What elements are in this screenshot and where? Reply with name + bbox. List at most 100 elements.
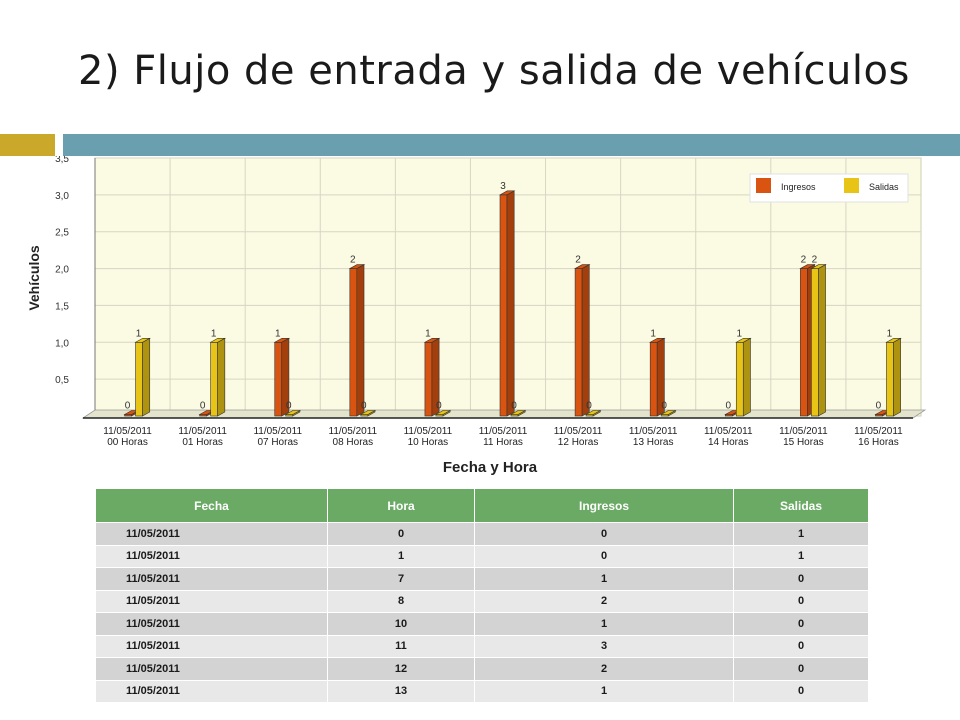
table-cell-fecha: 11/05/2011 [96, 657, 328, 680]
x-tick-hour: 12 Horas [558, 437, 599, 448]
bar-top [660, 410, 677, 415]
table-cell-fecha: 11/05/2011 [96, 544, 328, 568]
x-tick-date: 11/05/2011 [404, 426, 453, 437]
data-label: 1 [650, 328, 656, 339]
bar-front [886, 341, 894, 417]
data-label: 1 [425, 328, 431, 339]
bar-top [284, 410, 302, 415]
gold-accent-bar [0, 134, 55, 156]
x-tick-date: 11/05/2011 [103, 426, 152, 437]
bar-front [574, 268, 583, 417]
table-body: 11/05/2011 0 0 1 11/05/2011 1 0 1 11/05/2011 7 1 0 1… [96, 522, 869, 702]
bar-salidas: 0 [584, 401, 602, 417]
bar-top [799, 264, 816, 269]
legend-swatch-ingresos [756, 178, 771, 193]
table-cell-sal: 0 [733, 657, 869, 680]
table-cell-sal: 1 [733, 544, 869, 568]
legend-box [749, 173, 909, 203]
table-cell-ing: 1 [474, 567, 734, 590]
table-cell-fecha: 11/05/2011 [96, 679, 328, 702]
data-label: 0 [876, 401, 882, 412]
table-row: 11/05/2011 0 0 1 [96, 522, 869, 545]
bar-front [210, 341, 218, 417]
table-cell-fecha: 11/05/2011 [96, 634, 328, 658]
bar-salidas: 1 [735, 328, 752, 417]
data-label: 1 [736, 328, 742, 339]
y-tick-labels: 0,5 1,0 1,5 2,0 2,5 3,0 3,5 [55, 156, 69, 386]
table-cell-sal: 0 [733, 589, 869, 613]
col-header-fecha: Fecha [96, 489, 328, 523]
bar-salidas: 0 [509, 401, 527, 417]
bar-salidas: 1 [209, 328, 226, 417]
data-label: 2 [812, 255, 818, 266]
data-label: 2 [801, 255, 807, 266]
table-cell-sal: 1 [733, 522, 869, 545]
bar-ingresos: 1 [273, 328, 291, 417]
y-axis-label: Vehículos [26, 245, 42, 311]
bar-front [735, 341, 744, 417]
x-tick-hour: 16 Horas [858, 437, 899, 448]
bar-side [581, 264, 590, 417]
data-table: Fecha Hora Ingresos Salidas 11/05/2011 0 0… [96, 489, 869, 702]
table-cell-sal: 0 [733, 567, 869, 590]
table-cell-fecha: 11/05/2011 [96, 567, 328, 590]
table-row: 11/05/2011 7 1 0 [96, 567, 869, 590]
table-cell-ing: 1 [474, 612, 734, 635]
bar-front [811, 268, 819, 417]
x-tick-hour: 07 Horas [257, 437, 298, 448]
legend-label-ingresos: Ingresos [781, 182, 816, 192]
table-cell-hora: 12 [327, 657, 475, 680]
bar-front [135, 341, 143, 417]
bar-top [423, 337, 441, 343]
table-cell-fecha: 11/05/2011 [96, 589, 328, 613]
bar-salidas: 2 [810, 255, 827, 417]
bar-ingresos: 1 [423, 328, 441, 417]
bar-ingresos: 2 [348, 255, 366, 417]
x-tick-hour: 00 Horas [107, 437, 148, 448]
bar-front [274, 341, 283, 417]
x-tick-date: 11/05/2011 [178, 426, 227, 437]
data-label: 2 [575, 255, 581, 266]
table-row: 11/05/2011 1 0 1 [96, 544, 869, 568]
bar-top [885, 337, 902, 343]
col-header-hora: Hora [327, 489, 475, 523]
bar-salidas: 0 [284, 401, 302, 417]
y-tick-label: 2,5 [55, 228, 69, 239]
y-tick-label: 2,0 [55, 265, 69, 276]
data-label: 0 [661, 401, 667, 412]
table-cell-hora: 11 [327, 634, 475, 658]
x-tick-date: 11/05/2011 [854, 426, 903, 437]
x-tick-hour: 13 Horas [633, 437, 674, 448]
bar-front [499, 194, 508, 417]
table-cell-hora: 13 [327, 679, 475, 702]
data-label: 1 [211, 328, 217, 339]
data-label: 0 [200, 401, 206, 412]
table-cell-sal: 0 [733, 679, 869, 702]
bar-front [424, 341, 433, 417]
table-header-row: Fecha Hora Ingresos Salidas [96, 489, 869, 523]
bar-ingresos: 2 [573, 255, 591, 417]
x-tick-hour: 11 Horas [483, 437, 523, 448]
bar-side [818, 264, 826, 417]
slide-title: 2) Flujo de entrada y salida de vehículo… [78, 48, 910, 94]
bar-salidas: 1 [134, 328, 151, 417]
bar-side [893, 337, 901, 417]
bar-front [649, 341, 658, 417]
x-tick-hour: 10 Horas [408, 437, 449, 448]
data-label: 0 [361, 401, 367, 412]
data-label: 0 [586, 401, 592, 412]
bar-side [506, 190, 515, 417]
y-tick-label: 1,0 [55, 338, 69, 349]
bar-salidas: 0 [434, 401, 452, 417]
bar-side [142, 337, 151, 417]
table-cell-ing: 2 [474, 657, 734, 680]
table-cell-hora: 10 [327, 612, 475, 635]
bar-top [810, 264, 827, 269]
data-label: 0 [125, 401, 131, 412]
y-tick-label: 3,5 [55, 156, 69, 165]
table-cell-hora: 1 [327, 544, 475, 568]
bar-front [800, 268, 808, 417]
col-header-ingresos: Ingresos [474, 489, 734, 523]
table-cell-hora: 0 [327, 522, 475, 545]
